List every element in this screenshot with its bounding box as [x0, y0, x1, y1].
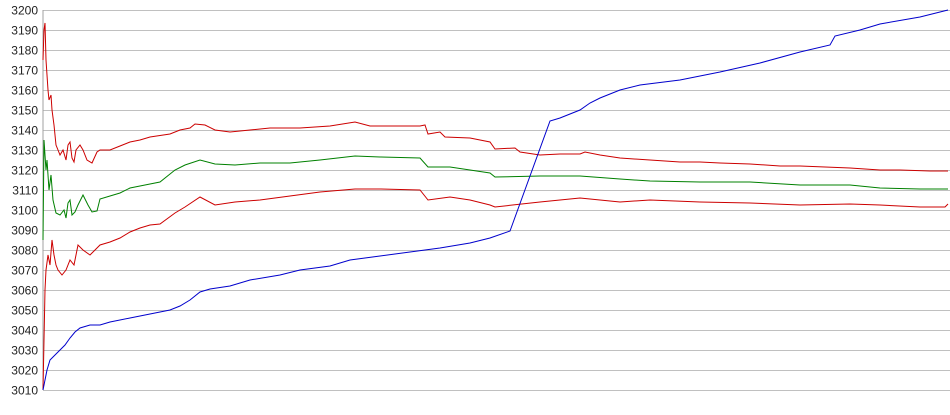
y-tick-label: 3100 [11, 204, 38, 218]
series-line-lower-band [42, 188, 949, 391]
series-line-middle [42, 139, 948, 241]
y-tick-label: 3120 [11, 164, 38, 178]
y-tick-label: 3070 [11, 264, 38, 278]
y-tick-label: 3190 [11, 24, 38, 38]
y-tick-label: 3170 [11, 64, 38, 78]
series-line-upper-band [42, 22, 948, 172]
y-tick-label: 3110 [12, 184, 38, 198]
series-line-cumulative [42, 9, 949, 391]
y-tick-label: 3030 [11, 344, 38, 358]
y-tick-label: 3180 [11, 44, 38, 58]
y-tick-label: 3020 [11, 364, 38, 378]
y-tick-label: 3050 [11, 304, 38, 318]
gridlines [43, 10, 950, 391]
y-axis-ticks: 3010 3020 3030 3040 3050 3060 3070 3080 3090 3100… [11, 4, 38, 398]
y-tick-label: 3160 [11, 84, 38, 98]
y-tick-label: 3080 [11, 244, 38, 258]
series-group [42, 9, 949, 391]
y-tick-label: 3010 [11, 384, 38, 398]
y-tick-label: 3060 [11, 284, 38, 298]
y-tick-label: 3040 [11, 324, 38, 338]
y-tick-label: 3090 [11, 224, 38, 238]
y-tick-label: 3150 [11, 104, 38, 118]
y-tick-label: 3130 [11, 144, 38, 158]
y-tick-label: 3140 [11, 124, 38, 138]
y-tick-label: 3200 [11, 4, 38, 18]
